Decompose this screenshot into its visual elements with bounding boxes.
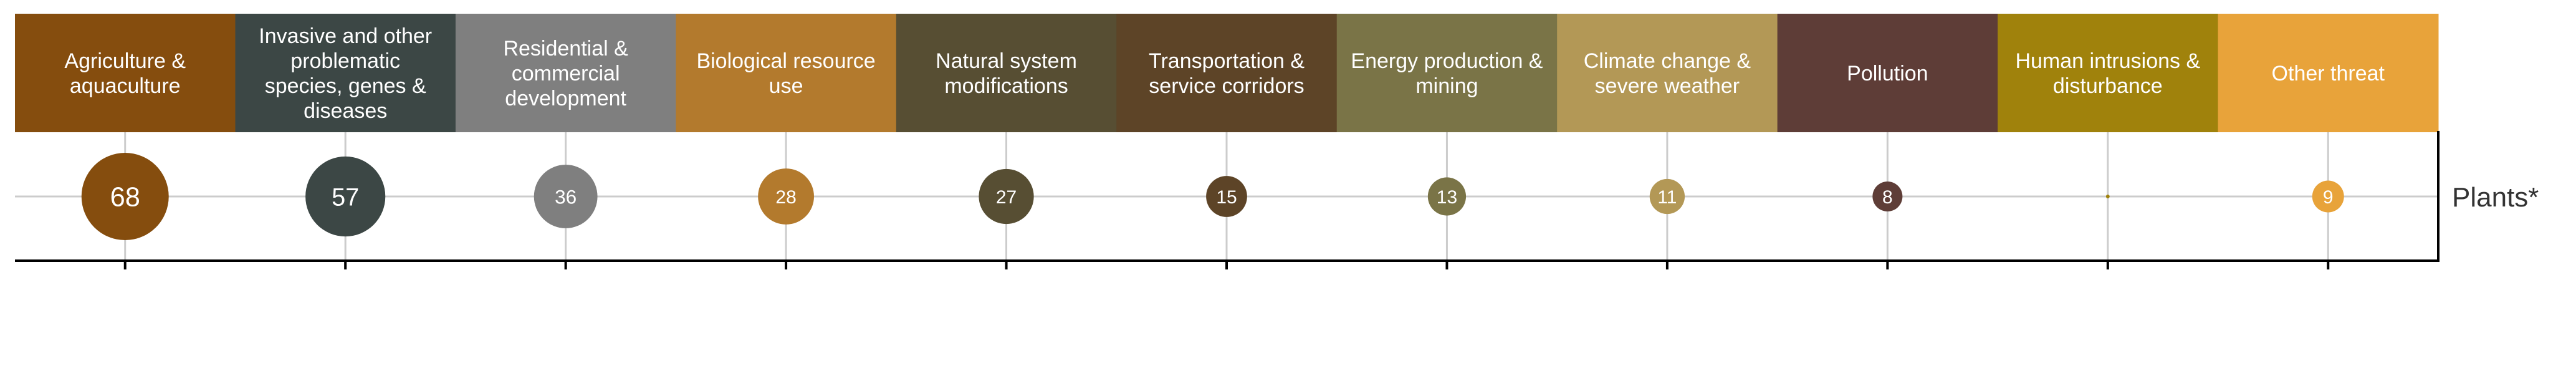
header-box bbox=[676, 14, 897, 132]
bubble bbox=[534, 165, 598, 228]
bubble bbox=[979, 168, 1034, 225]
header-label: Climate change & severe weather bbox=[1584, 49, 1751, 98]
header-label: Invasive and other problematic species, ge… bbox=[259, 24, 432, 123]
header-label: Biological resource use bbox=[696, 49, 875, 98]
bubble-value-label: 8 bbox=[1882, 187, 1893, 208]
bubble bbox=[2105, 195, 2110, 198]
bubble-value-label: 27 bbox=[996, 187, 1017, 208]
header-box bbox=[1336, 14, 1558, 132]
row-labels: Plants* bbox=[2452, 182, 2539, 213]
header-box bbox=[1116, 14, 1338, 132]
header-label: Pollution bbox=[1847, 62, 1928, 85]
bubble-value-label: 11 bbox=[1657, 187, 1677, 208]
header-box bbox=[896, 14, 1117, 132]
header-box bbox=[235, 14, 456, 132]
header-label: Residential & commercial development bbox=[503, 37, 628, 110]
header-label: Transportation & service corridors bbox=[1149, 49, 1305, 98]
header-label: Human intrusions & disturbance bbox=[2015, 49, 2200, 98]
header-label: Other threat bbox=[2272, 62, 2385, 85]
row-label: Plants* bbox=[2452, 182, 2539, 213]
bubble-value-label: 15 bbox=[1216, 187, 1237, 208]
bubble-value-label: 9 bbox=[2323, 187, 2334, 208]
bubble-value-label: 57 bbox=[332, 183, 359, 211]
bubble bbox=[758, 168, 815, 225]
bubble bbox=[1649, 178, 1685, 215]
header-box bbox=[2218, 14, 2439, 132]
header-box bbox=[455, 14, 676, 132]
bubble-value-label: 36 bbox=[555, 185, 577, 208]
header-box bbox=[1777, 14, 1998, 132]
header-label: Energy production & mining bbox=[1351, 49, 1543, 98]
bubble bbox=[2312, 180, 2344, 213]
bubble-value-label: 68 bbox=[110, 183, 140, 213]
bubble-value-label: 13 bbox=[1437, 187, 1457, 208]
bubble bbox=[1206, 176, 1247, 217]
bubble bbox=[305, 156, 386, 237]
header-box bbox=[1557, 14, 1778, 132]
bubble bbox=[1427, 177, 1467, 216]
bubble bbox=[81, 153, 169, 240]
bubbles: 68 57 36 28 27 15 13 11 8 9 bbox=[81, 153, 2344, 240]
header-label: Agriculture & aquaculture bbox=[64, 49, 186, 98]
header-label: Natural system modifications bbox=[936, 49, 1077, 98]
header-box bbox=[15, 14, 236, 132]
category-headers: Agriculture & aquaculture Invasive and oth… bbox=[15, 14, 2439, 132]
axes bbox=[15, 131, 2440, 269]
header-box bbox=[1998, 14, 2219, 132]
bubble bbox=[1872, 181, 1903, 212]
bubble-value-label: 28 bbox=[775, 187, 796, 208]
